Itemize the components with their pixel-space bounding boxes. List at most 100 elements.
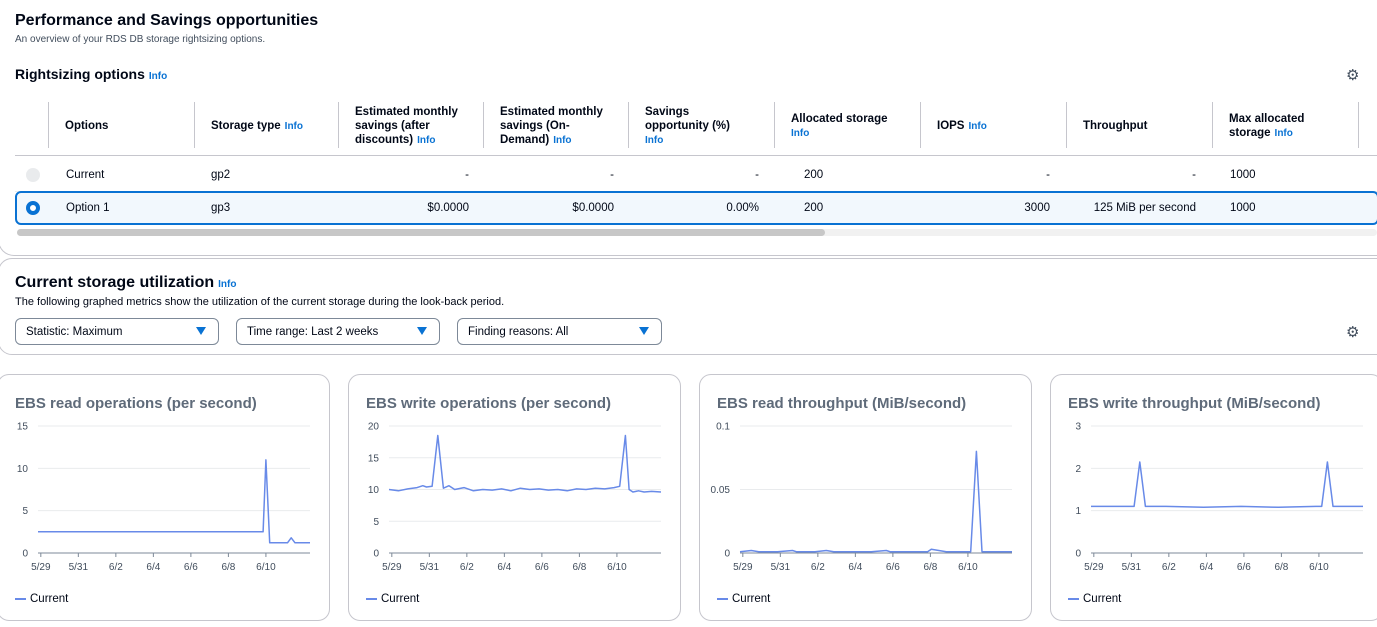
- finding-reasons-select-value: Finding reasons: All: [468, 325, 569, 338]
- chart-legend: Current: [1068, 593, 1121, 605]
- x-tick-label: 6/2: [460, 562, 474, 573]
- chart-write-throughput: 0 1 2 3 5/29 5/31 6/2 6/4 6/6 6/8 6/10: [1075, 422, 1363, 573]
- x-tick-label: 6/4: [497, 562, 511, 573]
- cell-savings-ondemand: -: [610, 169, 614, 181]
- cell-max-allocated: 1000: [1230, 169, 1256, 181]
- chart-legend: Current: [366, 593, 419, 605]
- legend-swatch: [717, 598, 728, 600]
- y-tick-label: 5: [373, 517, 379, 528]
- cell-throughput: -: [1192, 169, 1196, 181]
- caret-down-icon: [639, 327, 649, 335]
- column-header-text: storage: [1229, 126, 1271, 139]
- column-header-text: IOPS: [937, 119, 965, 132]
- column-header-savings-pct[interactable]: Savings opportunity (%) Info: [629, 102, 775, 150]
- legend-swatch: [366, 598, 377, 600]
- legend-label: Current: [381, 593, 420, 605]
- column-header-text: opportunity (%): [645, 119, 730, 132]
- legend-swatch: [1068, 598, 1079, 600]
- chart-read-ops: 0 5 10 15 5/29 5/31 6/2 6/4 6/6 6/8 6/10: [17, 422, 310, 573]
- column-header-option[interactable]: Options: [49, 102, 195, 150]
- cell-storage-type: gp3: [211, 202, 231, 214]
- statistic-select-value: Statistic: Maximum: [26, 325, 123, 338]
- radio-button-disabled[interactable]: [26, 168, 40, 182]
- x-tick-label: 6/6: [886, 562, 900, 573]
- column-header-savings-after[interactable]: Estimated monthly savings (after discounts…: [339, 102, 484, 150]
- gear-icon[interactable]: ⚙: [1346, 67, 1360, 84]
- table-row-current[interactable]: Current gp2 - - - 200 - - 1000: [15, 158, 1377, 192]
- rightsizing-title: Rightsizing options Info: [15, 66, 167, 82]
- chart-title: EBS read operations (per second): [15, 395, 257, 412]
- series-line-current[interactable]: [1091, 461, 1363, 509]
- column-header-text: Savings: [645, 105, 690, 118]
- y-tick-label: 20: [368, 422, 380, 433]
- x-tick-label: 6/4: [1199, 562, 1213, 573]
- x-tick-label: 5/31: [1122, 562, 1142, 573]
- x-tick-label: 6/10: [1309, 562, 1329, 573]
- column-header-text: savings (after: [355, 119, 430, 132]
- y-tick-label: 10: [368, 485, 380, 496]
- x-tick-label: 6/8: [221, 562, 235, 573]
- time-range-select[interactable]: Time range: Last 2 weeks: [236, 318, 440, 345]
- column-header-max-allocated[interactable]: Max allocated storage Info: [1213, 102, 1359, 150]
- series-line-current[interactable]: [38, 459, 310, 544]
- finding-reasons-select[interactable]: Finding reasons: All: [457, 318, 662, 345]
- caret-down-icon: [417, 327, 427, 335]
- info-link[interactable]: Info: [417, 134, 436, 146]
- column-header-throughput[interactable]: Throughput: [1067, 102, 1213, 150]
- page-title: Performance and Savings opportunities: [15, 12, 319, 29]
- info-link[interactable]: Info: [645, 134, 664, 146]
- column-separator: [1212, 102, 1213, 148]
- y-tick-label: 0: [373, 549, 379, 560]
- chart-title: EBS read throughput (MiB/second): [717, 395, 967, 412]
- info-link[interactable]: Info: [791, 127, 810, 139]
- x-tick-label: 6/2: [1162, 562, 1176, 573]
- column-header-savings-ondemand[interactable]: Estimated monthly savings (On- Demand) Info: [484, 102, 629, 150]
- chart-write-ops: 0 5 10 15 20 5/29 5/31 6/2 6/4 6/6 6/8 6/10: [368, 422, 662, 573]
- info-link[interactable]: Info: [1274, 127, 1293, 139]
- chart-title: EBS write throughput (MiB/second): [1068, 395, 1321, 412]
- legend-label: Current: [732, 593, 771, 605]
- caret-down-icon: [196, 327, 206, 335]
- x-tick-label: 6/10: [256, 562, 276, 573]
- cell-option: Option 1: [66, 202, 110, 214]
- column-separator: [48, 102, 49, 148]
- chart-legend: Current: [15, 593, 68, 605]
- gear-icon[interactable]: ⚙: [1346, 324, 1360, 341]
- table-row-option-1[interactable]: Option 1 gp3 $0.0000 $0.0000 0.00% 200 3000 125…: [15, 191, 1377, 225]
- info-link[interactable]: Info: [284, 120, 303, 132]
- info-link[interactable]: Info: [553, 134, 572, 146]
- statistic-select[interactable]: Statistic: Maximum: [15, 318, 219, 345]
- column-header-storage-type[interactable]: Storage type Info: [195, 102, 339, 150]
- y-tick-label: 15: [368, 453, 380, 464]
- chart-card-write-ops: EBS write operations (per second) 0 5 10 15…: [348, 374, 681, 621]
- cell-option: Current: [66, 169, 105, 181]
- x-tick-label: 6/4: [848, 562, 862, 573]
- series-line-current[interactable]: [739, 450, 1012, 553]
- column-header-text: savings (On-: [500, 119, 570, 132]
- column-header-text: Allocated storage: [791, 112, 888, 125]
- x-tick-label: 5/29: [31, 562, 51, 573]
- column-header-iops[interactable]: IOPS Info: [921, 102, 1067, 150]
- y-tick-label: 1: [1075, 506, 1081, 517]
- column-header-text: Estimated monthly: [500, 105, 603, 118]
- x-tick-label: 6/6: [535, 562, 549, 573]
- y-tick-label: 5: [22, 506, 28, 517]
- column-separator: [628, 102, 629, 148]
- y-tick-label: 0: [724, 549, 730, 560]
- info-link[interactable]: Info: [148, 71, 168, 82]
- radio-button-selected[interactable]: [26, 201, 40, 215]
- x-tick-label: 6/4: [146, 562, 160, 573]
- info-link[interactable]: Info: [218, 279, 237, 290]
- series-line-current[interactable]: [388, 434, 662, 493]
- y-tick-label: 0.1: [716, 422, 730, 433]
- column-separator: [1358, 102, 1359, 148]
- legend-swatch: [15, 598, 26, 600]
- utilization-title-text: Current storage utilization: [15, 274, 215, 291]
- x-tick-label: 6/8: [1274, 562, 1288, 573]
- info-link[interactable]: Info: [968, 120, 987, 132]
- horizontal-scrollbar-thumb[interactable]: [17, 229, 825, 236]
- x-tick-label: 6/2: [811, 562, 825, 573]
- column-separator: [194, 102, 195, 148]
- time-range-select-value: Time range: Last 2 weeks: [247, 325, 379, 338]
- column-header-allocated[interactable]: Allocated storage Info: [775, 102, 921, 150]
